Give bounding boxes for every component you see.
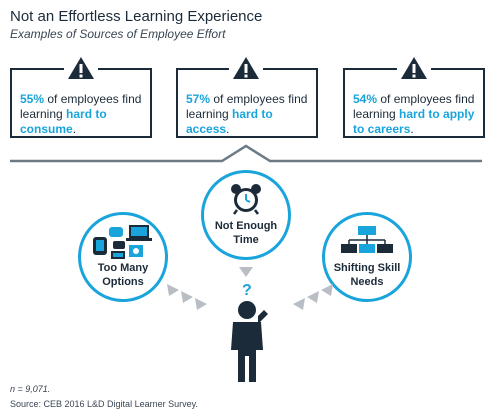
stat-period: . [410, 122, 414, 136]
stat-text: of employees find learning [20, 92, 142, 121]
stat-percent: 57% [186, 92, 211, 106]
warning-icon [397, 54, 431, 82]
arrow-chevron-down [239, 267, 253, 277]
stat-highlight: hard to access [186, 107, 273, 136]
arrow-chevrons-left [167, 284, 207, 310]
bubble-label-line2: Time [233, 234, 259, 246]
person-thinking-icon [231, 301, 268, 382]
bubble-label-line2: Needs [350, 276, 384, 288]
stat-percent: 54% [353, 92, 378, 106]
org-chart-icon [341, 226, 393, 253]
stat-highlight: hard to consume [20, 107, 107, 136]
section-divider [10, 144, 482, 163]
stat-highlight: hard to apply to careers [353, 107, 475, 136]
warning-icon [64, 54, 98, 82]
alarm-clock-icon [231, 184, 261, 215]
stat-percent: 55% [20, 92, 45, 106]
stat-box-consume: 55% of employees find learning hard to c… [10, 68, 152, 138]
bubble-not-enough-time: Not Enough Time [201, 170, 291, 260]
stat-period: . [72, 122, 77, 136]
bubble-label-line1: Shifting Skill [333, 262, 401, 274]
arrow-chevrons-right [293, 284, 333, 310]
question-mark: ? [242, 282, 252, 299]
bubble-shifting-skill-needs: Shifting Skill Needs [322, 212, 412, 302]
stat-period: . [226, 122, 230, 136]
source-note: Source: CEB 2016 L&D Digital Learner Sur… [10, 399, 198, 409]
page-title: Not an Effortless Learning Experience [10, 8, 263, 25]
page-subtitle: Examples of Sources of Employee Effort [10, 27, 226, 41]
warning-icon [229, 54, 263, 82]
stat-text: of employees find learning [186, 92, 308, 121]
bubble-label-line2: Options [102, 276, 144, 288]
bubble-label-line1: Not Enough [214, 220, 278, 232]
bubble-label-line1: Too Many [97, 262, 149, 274]
sample-size-note: n = 9,071. [10, 384, 51, 394]
bubble-too-many-options: Too Many Options [78, 212, 168, 302]
devices-icon [93, 225, 152, 259]
stat-text: of employees find learning [353, 92, 475, 121]
